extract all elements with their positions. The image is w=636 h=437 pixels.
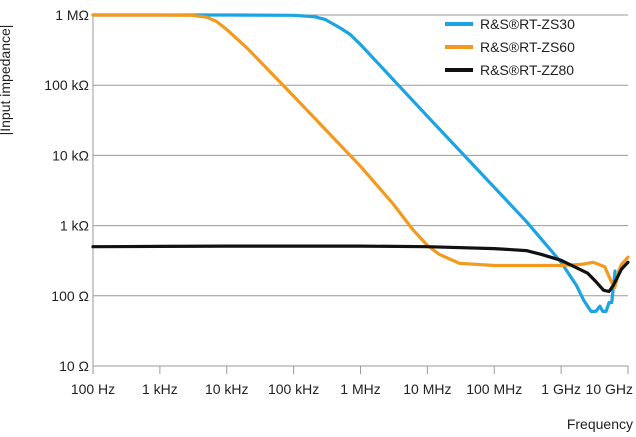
y-tick-label: 1 MΩ: [55, 7, 89, 23]
x-tick-label: 10 kHz: [205, 381, 249, 397]
y-tick-label: 100 kΩ: [44, 77, 89, 93]
x-tick-label: 100 kHz: [268, 381, 319, 397]
x-tick-label: 100 Hz: [71, 381, 115, 397]
y-tick-label: 100 Ω: [51, 288, 89, 304]
y-tick-label: 1 kΩ: [60, 218, 89, 234]
legend: R&S®RT-ZS30 R&S®RT-ZS60 R&S®RT-ZZ80: [445, 16, 575, 78]
y-tick-label: 10 Ω: [59, 358, 89, 374]
legend-label: R&S®RT-ZZ80: [480, 62, 574, 78]
legend-label: R&S®RT-ZS60: [480, 39, 575, 55]
series-lines: [91, 13, 630, 313]
series-line-1: [91, 13, 617, 313]
axes: 10 Ω 100 Ω 1 kΩ 10 kΩ 100 kΩ 1 MΩ 100 Hz 1 kHz 1…: [44, 7, 633, 397]
y-tick-label: 10 kΩ: [52, 147, 89, 163]
series-line-2: [91, 13, 630, 290]
x-axis-label: Frequency: [567, 416, 633, 432]
x-tick-label: 10 MHz: [403, 381, 451, 397]
x-tick-label: 1 GHz: [541, 381, 581, 397]
x-tick-label: 10 GHz: [586, 381, 633, 397]
legend-label: R&S®RT-ZS30: [480, 16, 575, 32]
x-tick-label: 100 MHz: [466, 381, 522, 397]
y-axis-label: |Input impedance|: [0, 25, 13, 136]
series-line-3: [91, 244, 630, 294]
x-tick-label: 1 MHz: [340, 381, 380, 397]
x-tick-label: 1 kHz: [142, 381, 178, 397]
